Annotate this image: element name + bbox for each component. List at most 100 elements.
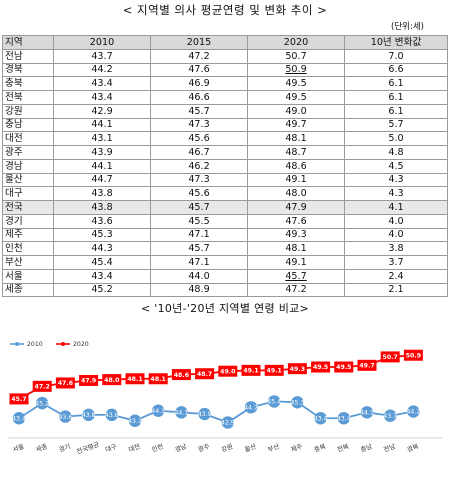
data-label-2010: 44.1 [360,410,374,417]
region-cell: 제주 [2,227,54,243]
point-2010 [337,412,350,425]
x-tick-label: 서울 [11,441,25,454]
value-cell: 5.7 [344,117,448,133]
x-tick-label: 전남 [382,441,396,454]
value-cell: 49.3 [247,227,345,243]
table-row: 충북 43.4 46.9 49.5 6.1 [2,76,448,91]
table-row: 광주 43.9 46.7 48.7 4.8 [2,145,448,160]
value-cell: 45.4 [53,255,151,270]
data-label-2010: 45.3 [291,399,305,406]
value-cell: 44.3 [53,241,151,256]
data-label-2020: 49.0 [220,368,236,375]
region-cell: 인천 [2,241,54,256]
value-cell: 6.6 [344,62,448,78]
value-cell: 45.7 [150,103,248,119]
point-2010 [82,408,95,422]
data-label-2010: 43.8 [105,412,119,419]
point-2020 [195,368,215,380]
value-cell: 4.1 [344,200,448,215]
header-2015: 2015 [150,35,248,50]
value-cell: 4.3 [344,172,448,188]
data-label-2020: 47.9 [81,378,96,385]
point-2020 [148,373,168,385]
point-2010 [36,396,49,410]
point-2020 [32,380,52,392]
value-cell: 45.2 [53,282,151,298]
region-cell: 경남 [2,158,54,174]
region-cell: 대구 [2,186,54,201]
table-row: 전남 43.7 47.2 50.7 7.0 [2,48,448,64]
region-cell: 전국 [2,200,54,215]
series-line-2020 [18,354,414,400]
data-label-2010: 43.6 [59,414,73,421]
data-label-2010: 43.9 [198,411,212,418]
data-label-2020: 48.0 [104,377,120,384]
data-label-2020: 48.1 [127,376,142,383]
point-2020 [334,361,354,373]
value-cell: 5.0 [344,131,448,146]
region-cell: 충남 [2,117,54,133]
point-2020 [287,363,307,375]
x-tick-label: 광주 [197,442,211,454]
value-cell: 45.6 [150,131,248,146]
data-label-2020: 49.1 [267,368,282,375]
x-tick-label: 부산 [266,441,280,454]
table-row: 인천 44.3 45.7 48.1 3.8 [2,241,448,256]
region-cell: 울산 [2,172,54,188]
point-2020 [380,351,400,363]
point-2020 [102,374,122,386]
x-tick-label: 충북 [313,441,327,454]
value-cell: 48.1 [247,241,345,256]
value-cell: 44.1 [53,158,151,174]
value-cell: 42.9 [53,103,151,119]
value-cell: 48.6 [247,158,345,174]
point-2010 [59,410,72,423]
value-cell: 7.0 [344,48,448,64]
point-2020 [264,364,284,376]
table-row: 제주 45.3 47.1 49.3 4.0 [2,227,448,243]
value-cell: 49.1 [247,172,345,188]
value-cell: 43.8 [53,186,151,201]
data-label-2020: 49.3 [290,366,305,373]
point-2010 [244,401,258,414]
data-label-2020: 47.2 [35,384,50,391]
value-cell: 47.1 [150,255,248,270]
x-tick-label: 울산 [243,441,257,454]
value-cell: 48.9 [150,282,248,298]
x-tick-label: 전국평균 [75,439,100,456]
value-cell: 43.4 [53,76,151,91]
value-cell: 46.7 [150,145,248,160]
data-label-2010: 43.4 [314,415,328,422]
table-row: 경기 43.6 45.5 47.6 4.0 [2,213,448,229]
data-label-2010: 43.8 [82,412,96,419]
value-cell: 44.2 [53,62,151,78]
value-cell: 46.6 [150,90,248,105]
table-header-row: 지역 2010 2015 2020 10년 변화값 [2,35,448,50]
value-cell: 45.7 [150,241,248,256]
value-cell: 49.7 [247,117,345,133]
value-cell: 43.4 [53,268,151,284]
point-2010 [12,412,26,425]
region-cell: 충북 [2,76,54,91]
chart-title: < '10년-'20년 지역별 연령 비교> [140,302,310,315]
value-cell: 50.9 [247,62,345,78]
region-cell: 전남 [2,48,54,64]
age-table: 지역 2010 2015 2020 10년 변화값 전남 43.7 47.2 50.7… [2,35,448,298]
point-2020 [357,359,377,371]
value-cell: 47.6 [150,62,248,78]
data-label-2020: 50.7 [383,354,398,361]
value-cell: 4.0 [344,213,448,229]
x-tick-label: 인천 [150,441,164,454]
value-cell: 4.8 [344,145,448,160]
value-cell: 4.5 [344,158,448,174]
value-cell: 45.7 [247,268,345,284]
value-cell: 48.0 [247,186,345,201]
value-cell: 4.3 [344,186,448,201]
value-cell: 3.7 [344,255,448,270]
x-tick-label: 경북 [405,441,419,454]
value-cell: 47.2 [150,48,248,64]
data-label-2020: 48.6 [174,372,189,379]
table-row: 경북 44.2 47.6 50.9 6.6 [2,62,448,78]
data-label-2010: 44.7 [244,405,258,412]
value-cell: 50.7 [247,48,345,64]
